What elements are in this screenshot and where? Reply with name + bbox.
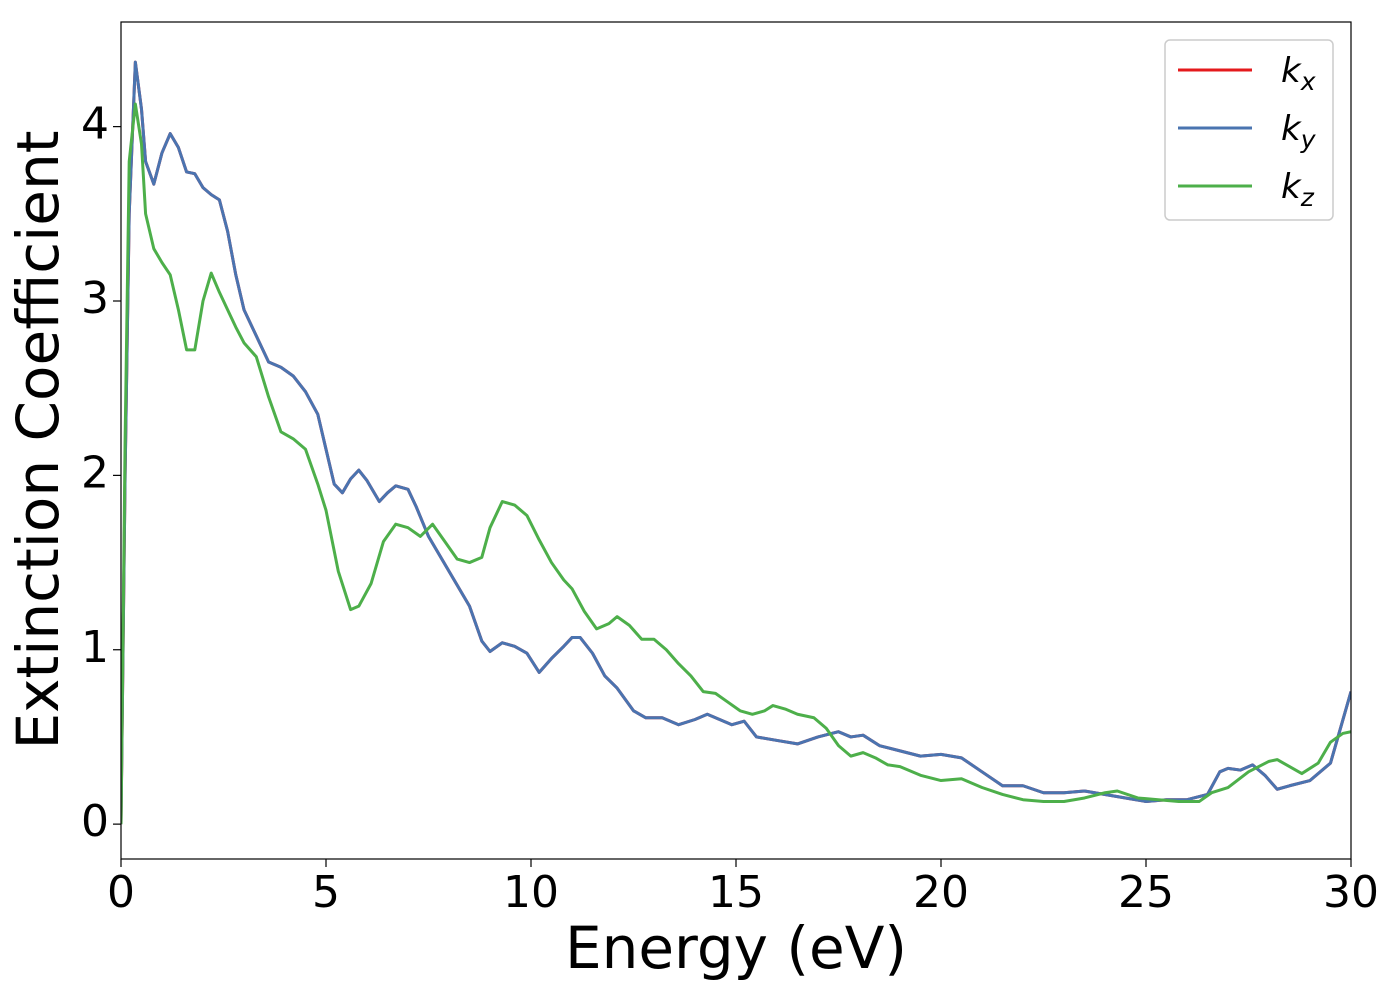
legend-text: ky (1281, 109, 1317, 154)
legend: kx ky kz (1164, 39, 1334, 221)
x-tick-label: 25 (1118, 867, 1174, 918)
legend-box (1164, 39, 1334, 221)
y-tick-label: 2 (81, 447, 109, 498)
x-tick-label: 15 (708, 867, 764, 918)
y-tick-label: 4 (81, 99, 109, 150)
x-axis-label: Energy (eV) (565, 914, 907, 982)
legend-text: kz (1281, 167, 1315, 212)
y-axis-label: Extinction Coefficient (4, 131, 72, 750)
x-tick-label: 20 (913, 867, 969, 918)
x-tick-label: 10 (503, 867, 559, 918)
x-tick-label: 0 (107, 867, 135, 918)
legend-text: kx (1281, 51, 1316, 96)
x-tick-label: 30 (1323, 867, 1379, 918)
y-tick-label: 0 (81, 796, 109, 847)
data-line (121, 102, 1351, 825)
x-tick-label: 5 (312, 867, 340, 918)
y-tick-label: 3 (81, 273, 109, 324)
y-tick-label: 1 (81, 622, 109, 673)
data-line (121, 60, 1351, 825)
